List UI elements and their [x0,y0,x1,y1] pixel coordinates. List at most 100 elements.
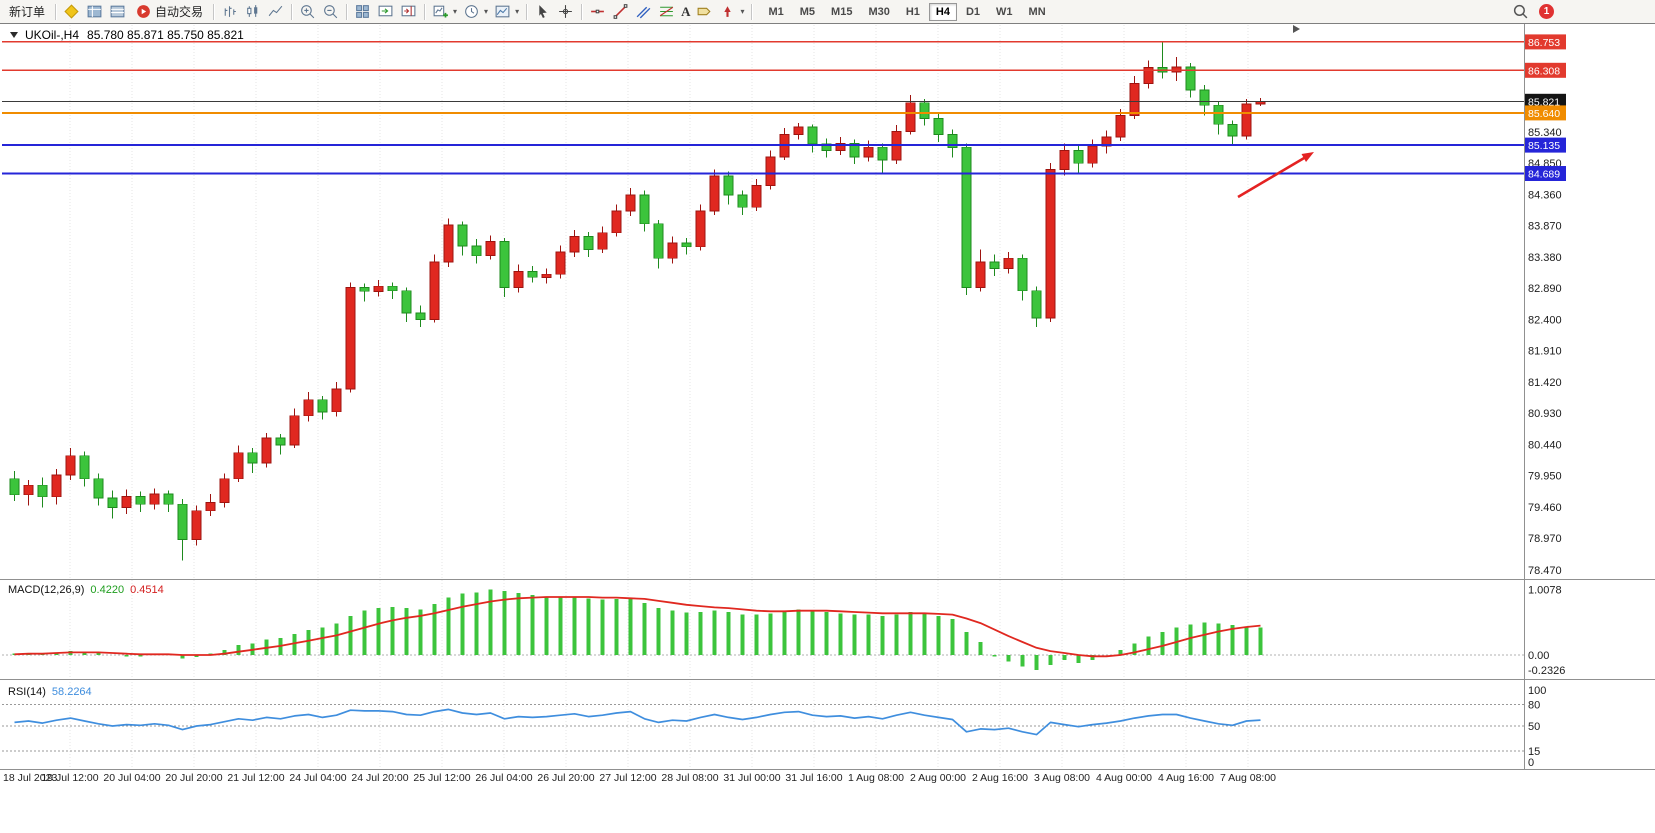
timeframe-d1[interactable]: D1 [959,3,987,21]
autotrading-icon [135,3,152,20]
candle [65,448,76,481]
chart-shift-icon [400,3,417,20]
timeframe-w1[interactable]: W1 [989,3,1020,21]
one-click-trading-toggle-icon[interactable] [10,32,18,38]
candle [387,282,398,299]
market-watch-button[interactable] [83,2,106,22]
svg-text:31 Jul 00:00: 31 Jul 00:00 [723,772,780,784]
data-window-icon [109,3,126,20]
candle [415,305,426,328]
profiles-button[interactable]: ▾ [460,2,491,22]
zoom-in-icon [299,3,316,20]
arrow-annotation[interactable] [1237,152,1314,199]
zoom-out-icon [322,3,339,20]
timeframe-m15[interactable]: M15 [824,3,859,21]
candle [1185,63,1196,98]
candle [79,451,90,487]
notifications-badge[interactable]: 1 [1539,4,1554,19]
candle [695,204,706,251]
tile-windows-button[interactable] [351,2,374,22]
candle [513,264,524,293]
svg-text:-0.2326: -0.2326 [1528,665,1565,677]
templates-button[interactable]: ▾ [491,2,522,22]
candlestick-chart-button[interactable] [241,2,264,22]
zoom-in-button[interactable] [296,2,319,22]
svg-text:80.440: 80.440 [1528,439,1562,451]
svg-text:79.950: 79.950 [1528,471,1562,483]
candle [625,188,636,217]
zoom-out-button[interactable] [319,2,342,22]
candle [205,494,216,516]
cursor-button[interactable] [531,2,554,22]
candle [1157,42,1168,79]
candle [443,218,454,268]
autotrading-button[interactable]: 自动交易 [129,2,209,22]
line-chart-button[interactable] [264,2,287,22]
svg-text:1.0078: 1.0078 [1528,584,1562,596]
text-button[interactable]: A [678,2,693,22]
candle [303,392,314,422]
macd-signal-line [14,596,1261,658]
svg-text:25 Jul 12:00: 25 Jul 12:00 [413,772,470,784]
chevron-down-icon: ▾ [740,7,745,16]
svg-text:1 Aug 08:00: 1 Aug 08:00 [848,772,904,784]
svg-text:31 Jul 16:00: 31 Jul 16:00 [785,772,842,784]
timeframe-h1[interactable]: H1 [899,3,927,21]
timeframe-m5[interactable]: M5 [793,3,822,21]
svg-text:2 Aug 00:00: 2 Aug 00:00 [910,772,966,784]
horizontal-line-button[interactable] [586,2,609,22]
grid-lines [69,25,1249,767]
svg-text:3 Aug 08:00: 3 Aug 08:00 [1034,772,1090,784]
candle [1031,286,1042,328]
templates-icon [494,3,511,20]
arrows-icon [719,3,736,20]
candlestick-chart-icon [244,3,261,20]
candle [1045,163,1056,322]
svg-text:50: 50 [1528,721,1540,733]
candle [1227,120,1238,145]
candle [877,143,888,173]
timeframe-m1[interactable]: M1 [761,3,790,21]
crosshair-button[interactable] [554,2,577,22]
macd-panel[interactable]: 1.0078 0.00 -0.2326 [2,584,1565,677]
candle [975,249,986,292]
candle [1255,98,1266,106]
timeframe-mn[interactable]: MN [1022,3,1053,21]
new-chart-button[interactable]: ▾ [429,2,460,22]
svg-text:82.890: 82.890 [1528,283,1562,295]
candle [373,279,384,297]
toolbar-separator [526,3,528,20]
arrows-button[interactable]: ▾ [716,2,747,22]
channel-button[interactable] [632,2,655,22]
candle [1087,139,1098,168]
svg-text:100: 100 [1528,685,1546,697]
price-badge: 86.308 [1525,62,1566,78]
svg-text:7 Aug 08:00: 7 Aug 08:00 [1220,772,1276,784]
auto-scroll-button[interactable] [374,2,397,22]
panel-frame [0,24,1655,770]
new-order-button[interactable]: 新订单 [3,2,51,22]
chart-shift-button[interactable] [397,2,420,22]
candle [401,287,412,322]
svg-text:0.00: 0.00 [1528,650,1549,662]
bar-chart-button[interactable] [218,2,241,22]
svg-text:79.460: 79.460 [1528,502,1562,514]
price-axis[interactable]: 85.34084.85084.36083.87083.38082.89082.4… [1528,127,1562,577]
trendline-button[interactable] [609,2,632,22]
scroll-to-end-marker[interactable] [1293,25,1300,33]
toolbar-separator [213,3,215,20]
label-button[interactable] [693,2,716,22]
data-window-button[interactable] [106,2,129,22]
svg-text:18 Jul 2023: 18 Jul 2023 [3,772,57,784]
timeframe-h4[interactable]: H4 [928,2,957,21]
search-button[interactable] [1509,2,1532,22]
toolbar-right-section: 1 [1509,2,1652,22]
candle [527,265,538,283]
rsi-panel[interactable]: 100 80 50 150 [2,685,1546,769]
timeframe-m30[interactable]: M30 [861,3,896,21]
favorites-button[interactable] [60,2,83,22]
candle [191,505,202,546]
fibonacci-button[interactable] [655,2,678,22]
